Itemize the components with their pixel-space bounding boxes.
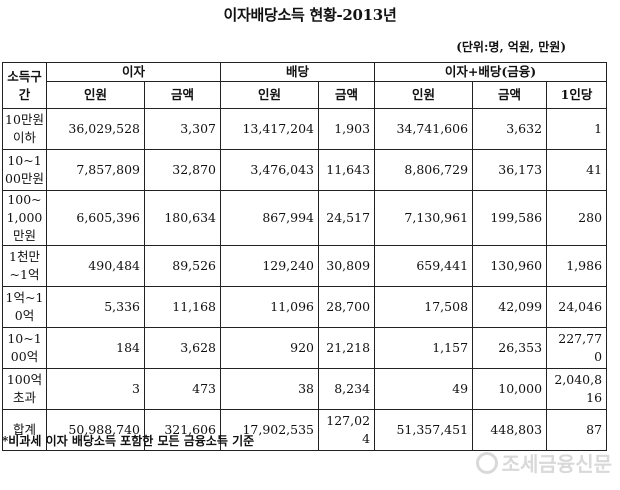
table-cell: 89,526 <box>143 245 222 287</box>
table-cell: 10,000 <box>472 368 548 410</box>
table-cell: 21,218 <box>318 327 376 369</box>
table-cell: 26,353 <box>472 327 548 369</box>
table-cell: 3 <box>46 368 145 410</box>
table-cell: 36,173 <box>472 149 548 191</box>
table-cell: 50,988,740 <box>46 409 145 451</box>
table-cell: 321,606 <box>143 409 222 451</box>
table-cell: 8,234 <box>318 368 376 410</box>
subheader: 금액 <box>318 81 376 109</box>
table-body: 10만원이하 36,029,528 3,307 13,417,204 1,903 34,7… <box>2 108 608 451</box>
table-cell: 1,157 <box>374 327 474 369</box>
table-cell: 8,806,729 <box>374 149 474 191</box>
row-label: 10~100억 <box>2 327 47 369</box>
table-cell: 7,130,961 <box>374 190 474 246</box>
table-cell: 17,508 <box>374 286 474 328</box>
table-cell: 38 <box>220 368 320 410</box>
row-label: 합계 <box>2 409 47 451</box>
table-cell: 17,902,535 <box>220 409 320 451</box>
header-group-total: 이자+배당(금융) <box>374 62 608 82</box>
table-cell: 28,700 <box>318 286 376 328</box>
table-cell: 6,605,396 <box>46 190 145 246</box>
table-row: 100억초과 3 473 38 8,234 49 10,000 2,040,816 <box>2 368 608 410</box>
table-row: 1억~10억 5,336 11,168 11,096 28,700 17,508 42,09… <box>2 286 608 328</box>
table-cell: 3,476,043 <box>220 149 320 191</box>
table-cell: 199,586 <box>472 190 548 246</box>
table-cell: 51,357,451 <box>374 409 474 451</box>
table-cell: 11,643 <box>318 149 376 191</box>
table-cell: 13,417,204 <box>220 108 320 150</box>
table-cell: 280 <box>546 190 608 246</box>
table-cell: 7,857,809 <box>46 149 145 191</box>
table-cell: 227,770 <box>546 327 608 369</box>
table-row: 10~100만원 7,857,809 32,870 3,476,043 11,643 8,… <box>2 149 608 191</box>
subheader: 1인당 <box>546 81 608 109</box>
table-cell: 3,628 <box>143 327 222 369</box>
table-cell: 2,040,816 <box>546 368 608 410</box>
table-row: 100~1,000만원 6,605,396 180,634 867,994 24,517… <box>2 190 608 246</box>
table-cell: 448,803 <box>472 409 548 451</box>
subheader: 금액 <box>143 81 222 109</box>
table-row: 합계 50,988,740 321,606 17,902,535 127,024 51,3… <box>2 409 608 451</box>
row-label: 1억~10억 <box>2 286 47 328</box>
table-cell: 490,484 <box>46 245 145 287</box>
header-row-groups: 소득구간 이자 배당 이자+배당(금융) <box>2 62 608 109</box>
row-label: 100억초과 <box>2 368 47 410</box>
table-row: 10만원이하 36,029,528 3,307 13,417,204 1,903 34,7… <box>2 108 608 150</box>
table-cell: 1 <box>546 108 608 150</box>
header-row-subcolumns: 인원 금액 인원 금액 인원 금액 1인당 <box>3 81 608 109</box>
header-group-interest: 이자 <box>45 62 222 82</box>
table-cell: 473 <box>143 368 222 410</box>
table-cell: 5,336 <box>46 286 145 328</box>
table-cell: 1,986 <box>546 245 608 287</box>
table-cell: 129,240 <box>220 245 320 287</box>
table-cell: 127,024 <box>318 409 376 451</box>
table-cell: 49 <box>374 368 474 410</box>
table-cell: 11,096 <box>220 286 320 328</box>
table-cell: 41 <box>546 149 608 191</box>
subheader: 인원 <box>220 81 320 109</box>
subheader: 인원 <box>46 81 145 109</box>
table-cell: 659,441 <box>374 245 474 287</box>
watermark-text: 조세금융신문 <box>501 452 612 476</box>
row-label: 1천만~1억 <box>2 245 47 287</box>
table-cell: 1,903 <box>318 108 376 150</box>
table-cell: 32,870 <box>143 149 222 191</box>
row-label: 10만원이하 <box>2 108 47 150</box>
header-category: 소득구간 <box>2 62 47 109</box>
table-row: 10~100억 184 3,628 920 21,218 1,157 26,353 227,7… <box>2 327 608 369</box>
table-cell: 184 <box>46 327 145 369</box>
row-label: 10~100만원 <box>2 149 47 191</box>
subheader: 금액 <box>472 81 548 109</box>
table-cell: 3,632 <box>472 108 548 150</box>
document-title: 이자배당소득 현황-2013년 <box>223 6 397 24</box>
table-cell: 36,029,528 <box>46 108 145 150</box>
header-group-dividend: 배당 <box>220 62 376 82</box>
table-cell: 30,809 <box>318 245 376 287</box>
income-table: 소득구간 이자 배당 이자+배당(금융) 인원 금액 인원 금액 인원 금액 1… <box>2 62 608 451</box>
table-cell: 34,741,606 <box>374 108 474 150</box>
watermark-logo-icon <box>475 451 498 474</box>
row-label: 100~1,000만원 <box>2 190 47 246</box>
table-cell: 42,099 <box>472 286 548 328</box>
table-cell: 130,960 <box>472 245 548 287</box>
subheader: 인원 <box>374 81 474 109</box>
watermark: 조세금융신문 <box>475 448 612 477</box>
table-cell: 180,634 <box>143 190 222 246</box>
table-cell: 867,994 <box>220 190 320 246</box>
unit-note: (단위:명, 억원, 만원) <box>456 40 566 54</box>
table-cell: 24,046 <box>546 286 608 328</box>
table-cell: 24,517 <box>318 190 376 246</box>
footnote: *비과세 이자 배당소득 포함한 모든 금융소득 기준 <box>2 434 255 448</box>
table-row: 1천만~1억 490,484 89,526 129,240 30,809 659,441 1… <box>2 245 608 287</box>
table-cell: 11,168 <box>143 286 222 328</box>
table-cell: 920 <box>220 327 320 369</box>
table-cell: 3,307 <box>143 108 222 150</box>
table-cell: 87 <box>546 409 608 451</box>
